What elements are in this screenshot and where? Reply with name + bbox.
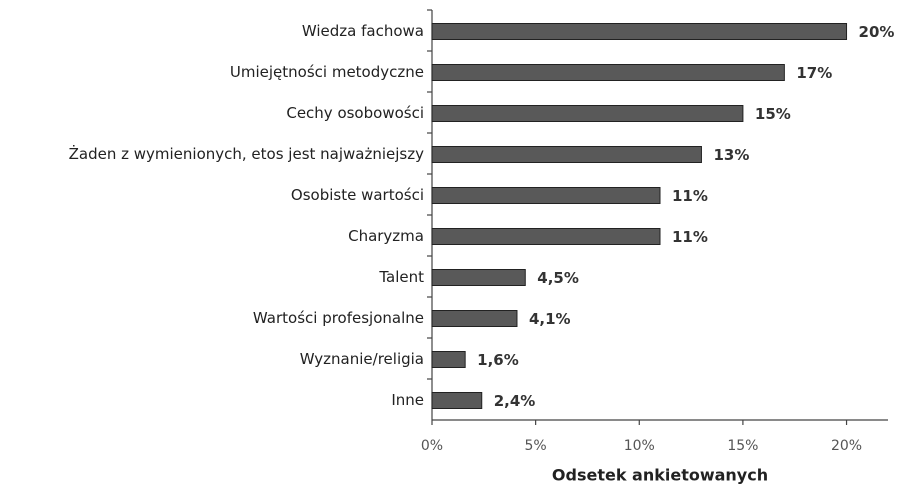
bar bbox=[431, 187, 661, 204]
x-tick-label: 0% bbox=[421, 438, 443, 454]
category-label: Talent bbox=[378, 268, 424, 286]
bar bbox=[431, 351, 466, 368]
value-label: 1,6% bbox=[477, 351, 519, 369]
x-axis-title: Odsetek ankietowanych bbox=[552, 466, 768, 485]
value-label: 17% bbox=[796, 64, 832, 82]
category-label: Umiejętności metodyczne bbox=[230, 63, 424, 81]
value-label: 2,4% bbox=[494, 392, 536, 410]
bar bbox=[431, 105, 744, 122]
value-label: 11% bbox=[672, 187, 708, 205]
bar bbox=[431, 228, 661, 245]
bar bbox=[431, 310, 518, 327]
category-label: Inne bbox=[391, 391, 424, 409]
value-label: 15% bbox=[755, 105, 791, 123]
category-label: Żaden z wymienionych, etos jest najważni… bbox=[69, 144, 425, 163]
x-tick-label: 20% bbox=[831, 438, 862, 454]
value-label: 4,1% bbox=[529, 310, 571, 328]
bar bbox=[431, 146, 702, 163]
category-label: Charyzma bbox=[348, 227, 424, 245]
category-label: Osobiste wartości bbox=[291, 186, 424, 204]
value-label: 4,5% bbox=[537, 269, 579, 287]
value-label: 11% bbox=[672, 228, 708, 246]
bar bbox=[431, 23, 848, 40]
bar bbox=[431, 64, 785, 81]
value-label: 20% bbox=[859, 23, 895, 41]
category-label: Wartości profesjonalne bbox=[253, 309, 424, 327]
bar bbox=[431, 392, 483, 409]
category-label: Wyznanie/religia bbox=[300, 350, 424, 368]
x-tick-label: 15% bbox=[727, 438, 758, 454]
category-label: Wiedza fachowa bbox=[302, 22, 424, 40]
x-tick-label: 10% bbox=[624, 438, 655, 454]
value-label: 13% bbox=[713, 146, 749, 164]
x-tick-label: 5% bbox=[525, 438, 547, 454]
bar bbox=[431, 269, 526, 286]
category-label: Cechy osobowości bbox=[286, 104, 424, 122]
